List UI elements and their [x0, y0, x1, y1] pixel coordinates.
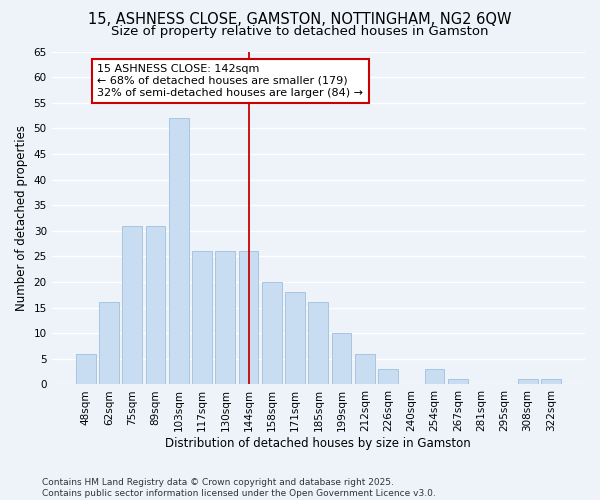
Bar	[122, 226, 142, 384]
X-axis label: Distribution of detached houses by size in Gamston: Distribution of detached houses by size …	[166, 437, 471, 450]
Bar	[262, 282, 282, 384]
Bar	[215, 252, 235, 384]
Bar	[285, 292, 305, 384]
Bar	[355, 354, 375, 384]
Bar	[425, 369, 445, 384]
Bar	[332, 333, 352, 384]
Text: Size of property relative to detached houses in Gamston: Size of property relative to detached ho…	[111, 25, 489, 38]
Bar	[192, 252, 212, 384]
Bar	[541, 380, 561, 384]
Text: Contains HM Land Registry data © Crown copyright and database right 2025.
Contai: Contains HM Land Registry data © Crown c…	[42, 478, 436, 498]
Bar	[146, 226, 166, 384]
Text: 15 ASHNESS CLOSE: 142sqm
← 68% of detached houses are smaller (179)
32% of semi-: 15 ASHNESS CLOSE: 142sqm ← 68% of detach…	[97, 64, 364, 98]
Bar	[99, 302, 119, 384]
Text: 15, ASHNESS CLOSE, GAMSTON, NOTTINGHAM, NG2 6QW: 15, ASHNESS CLOSE, GAMSTON, NOTTINGHAM, …	[88, 12, 512, 28]
Bar	[169, 118, 188, 384]
Bar	[448, 380, 468, 384]
Y-axis label: Number of detached properties: Number of detached properties	[15, 125, 28, 311]
Bar	[308, 302, 328, 384]
Bar	[378, 369, 398, 384]
Bar	[239, 252, 259, 384]
Bar	[518, 380, 538, 384]
Bar	[76, 354, 95, 384]
